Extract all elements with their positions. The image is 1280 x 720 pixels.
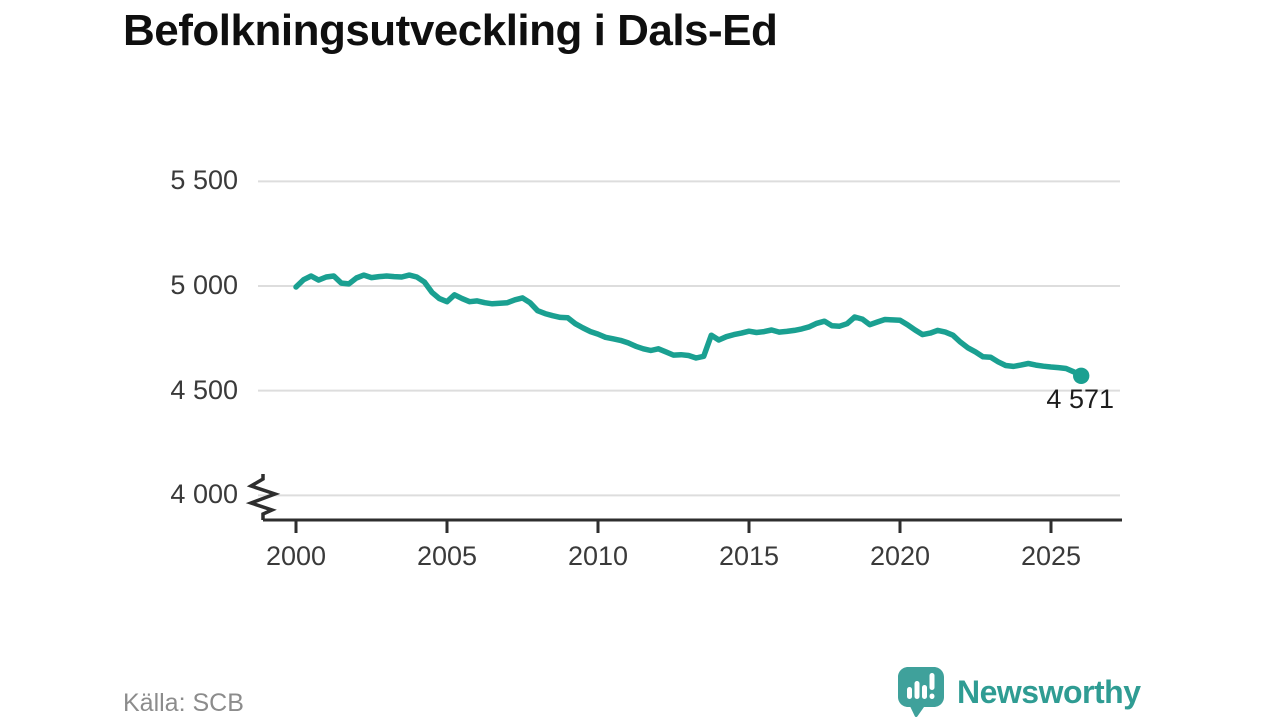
x-axis-tick-label: 2020 bbox=[869, 541, 931, 571]
y-axis-tick-label: 5 500 bbox=[170, 165, 238, 195]
newsworthy-logo[interactable]: Newsworthy bbox=[897, 666, 1141, 718]
y-axis-tick-label: 4 000 bbox=[170, 479, 238, 509]
x-axis-tick-label: 2025 bbox=[1020, 541, 1082, 571]
y-axis-tick-label: 5 000 bbox=[170, 270, 238, 300]
newsworthy-wordmark: Newsworthy bbox=[957, 673, 1141, 710]
y-axis-break-icon bbox=[245, 474, 281, 520]
x-axis-tick-label: 2015 bbox=[718, 541, 780, 571]
end-value-label: 4 571 bbox=[1046, 384, 1114, 414]
chart-title: Befolkningsutveckling i Dals-Ed bbox=[123, 6, 778, 55]
end-point-dot bbox=[1073, 367, 1090, 385]
x-axis-tick-label: 2000 bbox=[265, 541, 327, 571]
speech-bubble-bar-chart-icon bbox=[898, 667, 944, 718]
x-axis-tick-label: 2010 bbox=[567, 541, 629, 571]
source-label: Källa: SCB bbox=[123, 689, 244, 717]
y-axis-tick-label: 4 500 bbox=[170, 375, 238, 405]
x-axis-tick-label: 2005 bbox=[416, 541, 478, 571]
population-line bbox=[293, 272, 1084, 379]
